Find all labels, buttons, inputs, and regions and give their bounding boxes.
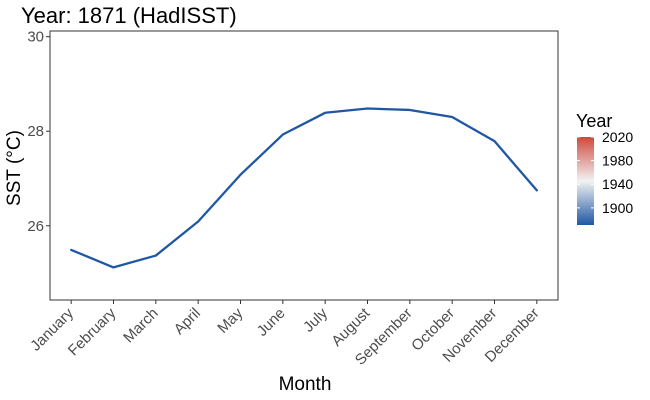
y-axis-title: SST (°C) [4,130,25,206]
x-tick-label: April [171,305,204,338]
x-tick-label: May [214,304,246,336]
legend: Year 2020 1980 1940 1900 [576,111,633,225]
legend-colorbar [577,137,594,225]
series-layer [70,107,538,269]
y-tick-label: 26 [27,218,44,235]
x-axis-title: Month [279,374,332,395]
x-tick-label: June [254,305,289,340]
y-tick-label: 30 [27,29,44,46]
x-tick-label: March [120,305,161,346]
x-tick-label: February [65,304,120,359]
legend-label: 2020 [602,129,633,145]
legend-title: Year [576,111,612,131]
y-axis: 26 28 30 [27,29,50,235]
legend-label: 1980 [602,153,633,169]
series-line [70,107,538,269]
chart-title: Year: 1871 (HadISST) [21,3,237,28]
x-tick-label: July [300,304,331,335]
legend-ticks: 2020 1980 1940 1900 [577,129,633,216]
plot-panel [49,30,559,301]
legend-label: 1900 [602,200,633,216]
y-tick-label: 28 [27,123,44,140]
legend-label: 1940 [602,176,633,192]
